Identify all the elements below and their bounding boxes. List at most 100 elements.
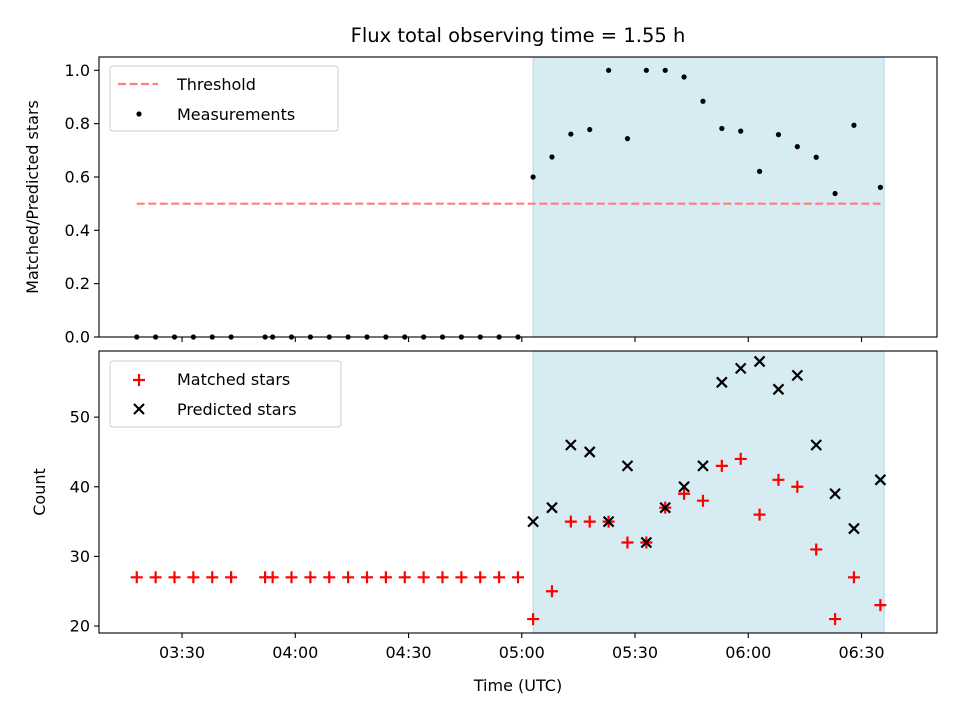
measurement-point (530, 174, 536, 180)
matched-stars-point (455, 571, 468, 584)
top-legend-box (109, 65, 339, 132)
measurement-point (877, 184, 883, 190)
measurement-point (738, 128, 744, 134)
matched-stars-point (772, 473, 785, 486)
bottom-y-axis-label: Count (30, 468, 49, 516)
matched-stars-point (791, 480, 804, 493)
predicted-stars-point (848, 522, 860, 535)
matched-stars-point (266, 571, 279, 584)
top-panel: 0.0 0.2 0.4 0.6 0.8 1.0 Matched/Predicted sta… (23, 56, 938, 347)
x-tick-label: 04:00 (272, 643, 318, 662)
predicted-stars-point (734, 362, 747, 375)
matched-stars-point (379, 571, 392, 584)
matched-stars-point (847, 571, 860, 584)
predicted-stars-point (678, 481, 690, 493)
measurement-point (681, 74, 687, 80)
matched-stars-point (545, 585, 558, 598)
predicted-stars-point (565, 439, 577, 451)
top-y-tick-label: 0.4 (65, 221, 90, 240)
matched-stars-point (874, 599, 887, 612)
predicted-stars-point (546, 501, 558, 514)
matched-stars-point (753, 508, 766, 521)
matched-stars-point (436, 571, 449, 584)
top-legend: Threshold Measurements (109, 65, 339, 132)
measurement-point (794, 144, 800, 150)
top-axes-frame (98, 56, 938, 338)
matched-stars-point (342, 571, 355, 584)
predicted-stars-point (753, 355, 766, 368)
matched-stars-point (829, 613, 842, 626)
bottom-x-axis-ticks: 03:30 04:00 04:30 05:00 05:30 06:00 06:30 (159, 633, 885, 662)
top-observing-window-shade (532, 56, 885, 338)
matched-stars-series (130, 452, 887, 626)
top-y-axis-label: Matched/Predicted stars (23, 100, 42, 294)
x-tick-label: 06:00 (725, 643, 771, 662)
matched-stars-point (304, 571, 317, 584)
matched-stars-point (361, 571, 374, 584)
matched-stars-point (493, 571, 506, 584)
matched-stars-point (678, 487, 691, 500)
predicted-stars-point (621, 460, 634, 472)
predicted-stars-point (697, 460, 709, 472)
measurements-legend-swatch (136, 111, 142, 117)
measurement-point (756, 168, 763, 174)
matched-stars-point (417, 571, 430, 584)
matched-stars-point (474, 571, 487, 584)
measurement-point (832, 190, 838, 197)
measurement-point (775, 132, 782, 138)
predicted-stars-legend-swatch (133, 403, 145, 415)
matched-stars-legend-label: Matched stars (177, 370, 290, 389)
measurement-point (568, 131, 574, 137)
matched-stars-point (398, 571, 411, 584)
threshold-legend-label: Threshold (176, 75, 256, 94)
matched-stars-point (734, 452, 747, 465)
bottom-y-tick-label: 20 (70, 617, 90, 636)
bottom-legend: Matched stars Predicted stars (109, 360, 342, 428)
x-axis-label: Time (UTC) (473, 676, 562, 695)
measurement-point (549, 154, 555, 160)
top-y-tick-label: 0.2 (65, 274, 90, 293)
chart-title: Flux total observing time = 1.55 h (351, 24, 686, 47)
x-tick-label: 04:30 (385, 643, 431, 662)
predicted-stars-point (659, 501, 671, 514)
measurement-point (587, 126, 593, 133)
predicted-stars-series (527, 355, 887, 549)
predicted-stars-point (772, 383, 785, 396)
x-tick-label: 06:30 (838, 643, 884, 662)
matched-stars-point (696, 494, 709, 507)
bottom-y-tick-label: 40 (70, 477, 90, 496)
bottom-axes-frame (98, 350, 938, 634)
x-tick-label: 05:30 (612, 643, 658, 662)
measurement-point (624, 136, 631, 142)
top-y-tick-label: 0.8 (65, 114, 90, 133)
matched-stars-point (323, 571, 336, 584)
top-y-axis-ticks: 0.0 0.2 0.4 0.6 0.8 1.0 (65, 61, 99, 347)
predicted-stars-point (602, 515, 615, 528)
matched-stars-point (225, 571, 238, 584)
matched-stars-point (149, 571, 162, 584)
matched-stars-point (168, 571, 181, 584)
bottom-legend-box (109, 360, 342, 428)
measurement-point (851, 122, 857, 128)
matched-stars-point (564, 515, 577, 528)
matched-stars-point (621, 536, 634, 549)
x-tick-label: 03:30 (159, 643, 205, 662)
matched-stars-point (130, 571, 143, 584)
bottom-observing-window-shade (532, 350, 885, 634)
matched-stars-legend-swatch (133, 374, 145, 386)
bottom-y-tick-label: 50 (70, 408, 90, 427)
predicted-stars-point (874, 474, 887, 486)
top-y-tick-label: 0.6 (65, 168, 90, 187)
measurement-point (700, 98, 706, 104)
measurements-legend-label: Measurements (177, 105, 295, 124)
matched-stars-point (527, 613, 540, 626)
bottom-y-tick-label: 30 (70, 547, 90, 566)
measurement-point (813, 154, 819, 160)
predicted-stars-legend-label: Predicted stars (177, 400, 297, 419)
measurement-point (719, 125, 725, 132)
predicted-stars-point (791, 369, 804, 382)
matched-stars-point (206, 571, 219, 584)
x-tick-label: 05:00 (499, 643, 545, 662)
